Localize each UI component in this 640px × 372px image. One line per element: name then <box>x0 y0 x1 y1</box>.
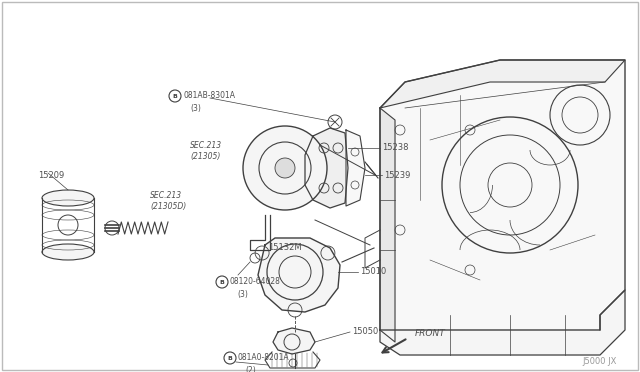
Text: (21305): (21305) <box>190 153 220 161</box>
Text: (3): (3) <box>190 103 201 112</box>
Ellipse shape <box>42 190 94 206</box>
Polygon shape <box>273 328 315 354</box>
Text: 15010: 15010 <box>360 267 387 276</box>
Text: 08120-64028: 08120-64028 <box>230 278 281 286</box>
Polygon shape <box>380 60 625 108</box>
Text: B: B <box>228 356 232 360</box>
Polygon shape <box>380 60 625 330</box>
Text: SEC.213: SEC.213 <box>150 190 182 199</box>
Text: 15209: 15209 <box>38 170 64 180</box>
Text: 15050: 15050 <box>352 327 378 337</box>
Text: 081AB-8301A: 081AB-8301A <box>183 92 235 100</box>
Text: (3): (3) <box>237 289 248 298</box>
Text: (2): (2) <box>245 366 256 372</box>
Polygon shape <box>346 130 365 206</box>
Text: J5000 JX: J5000 JX <box>583 357 617 366</box>
Polygon shape <box>305 128 348 208</box>
Circle shape <box>243 126 327 210</box>
Text: B: B <box>220 279 225 285</box>
Text: 15239: 15239 <box>384 170 410 180</box>
Text: (21305D): (21305D) <box>150 202 186 212</box>
Text: 15132M: 15132M <box>268 244 301 253</box>
Polygon shape <box>258 238 340 312</box>
Polygon shape <box>380 290 625 355</box>
Text: 081A0-8201A: 081A0-8201A <box>238 353 290 362</box>
Text: SEC.213: SEC.213 <box>190 141 222 150</box>
Text: B: B <box>173 93 177 99</box>
Text: FRONT: FRONT <box>415 328 445 337</box>
Ellipse shape <box>42 244 94 260</box>
Text: 15238: 15238 <box>382 144 408 153</box>
Polygon shape <box>380 108 395 342</box>
Circle shape <box>275 158 295 178</box>
